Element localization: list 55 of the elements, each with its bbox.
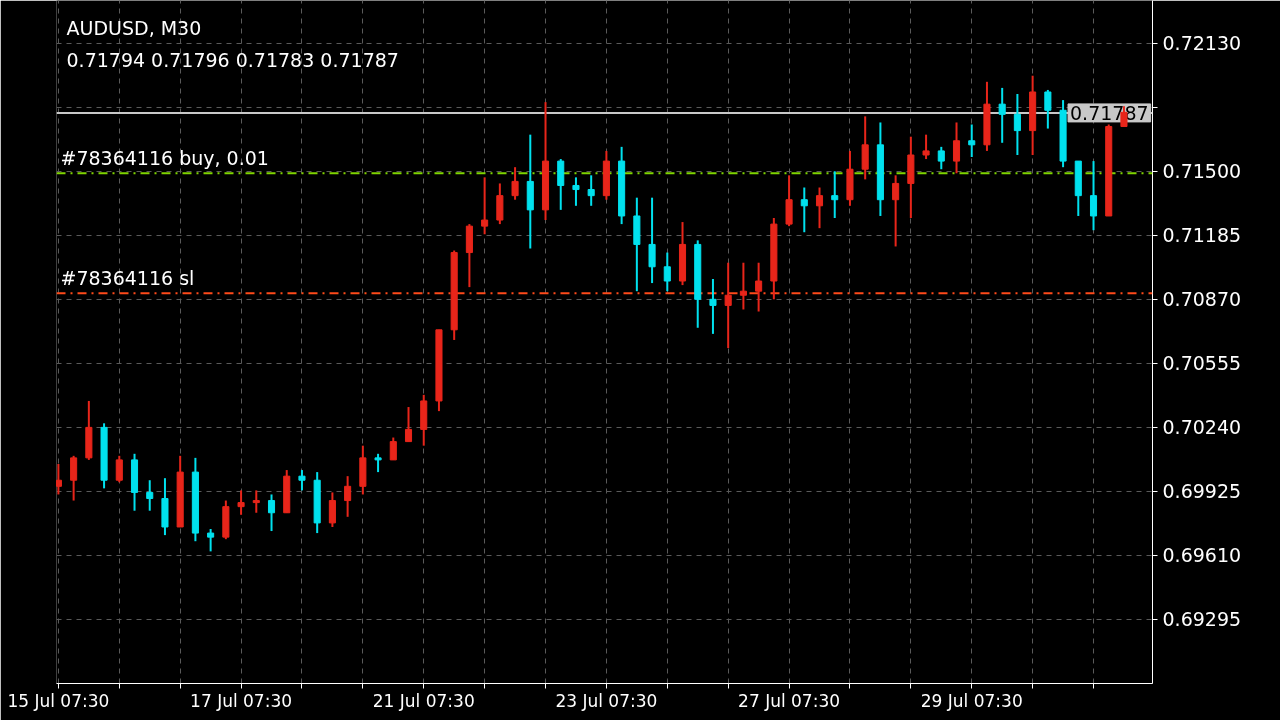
x-tick-label: 23 Jul 07:30 — [555, 690, 658, 711]
ref-line-label: #78364116 buy, 0.01 — [60, 147, 269, 170]
ref-line-label: #78364116 sl — [60, 267, 195, 290]
x-tick-label: 27 Jul 07:30 — [738, 690, 841, 711]
candlestick — [344, 475, 352, 518]
candlestick — [572, 176, 580, 207]
text: 0.71794 0.71796 0.71783 0.71787 — [66, 48, 399, 71]
y-tick-label: 0.71185 — [1162, 224, 1242, 247]
candlestick — [587, 174, 595, 207]
candlestick — [1044, 88, 1052, 130]
candlestick — [709, 277, 717, 335]
candlestick — [56, 462, 62, 496]
y-tick-label: 0.70555 — [1162, 352, 1242, 375]
candlestick — [815, 186, 824, 230]
candlestick — [892, 174, 900, 248]
y-tick-label: 0.69610 — [1162, 544, 1242, 567]
candlestick — [207, 528, 215, 553]
y-tick-label: 0.69925 — [1162, 480, 1242, 503]
candlestick — [663, 251, 671, 293]
candlestick — [724, 261, 732, 350]
candlestick — [115, 454, 123, 484]
candlestick — [998, 86, 1006, 144]
text: AUDUSD, M30 — [66, 16, 202, 39]
candlestick — [831, 170, 839, 219]
candlestick — [481, 176, 489, 236]
candlestick — [267, 493, 276, 533]
candlestick — [389, 436, 397, 461]
y-tick-label: 0.72130 — [1162, 32, 1242, 55]
candlestick — [952, 121, 961, 175]
candlestick — [937, 145, 945, 171]
y-tick-label: 0.71500 — [1162, 160, 1242, 183]
candlestick — [298, 469, 306, 492]
candlestick — [739, 261, 747, 311]
candlestick — [800, 186, 808, 234]
candlestick — [922, 133, 930, 161]
x-tick-label: 29 Jul 07:30 — [920, 690, 1023, 711]
candlestick — [146, 479, 154, 512]
y-tick-label: 0.69295 — [1162, 608, 1242, 631]
x-tick-label: 21 Jul 07:30 — [372, 690, 475, 711]
candlestick — [404, 406, 413, 443]
candlestick — [70, 454, 78, 502]
x-tick-label: 17 Jul 07:30 — [190, 690, 293, 711]
x-tick-label: 15 Jul 07:30 — [7, 690, 110, 711]
candlestick — [252, 489, 260, 514]
candlestick — [237, 489, 245, 516]
y-tick-label: 0.70870 — [1162, 288, 1242, 311]
candlestick — [328, 491, 336, 528]
candlestick — [755, 261, 763, 313]
candlestick — [374, 452, 382, 474]
candlestick — [1089, 160, 1098, 232]
candlestick — [968, 123, 976, 159]
y-tick-label: 0.70240 — [1162, 416, 1242, 439]
candlestick — [1013, 93, 1021, 156]
candlestick — [648, 196, 656, 285]
candlestick — [511, 166, 519, 201]
